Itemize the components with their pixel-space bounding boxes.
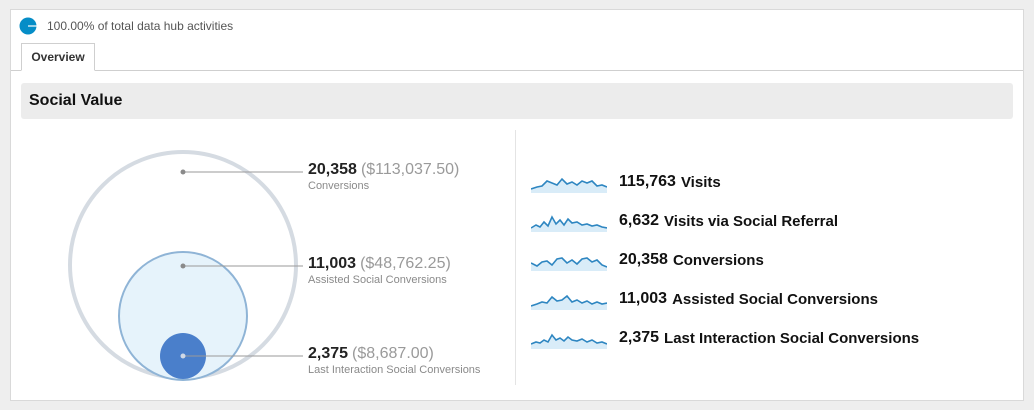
callout-count: 2,375 — [308, 345, 349, 362]
callout-value: ($8,687.00) — [352, 345, 434, 362]
metric-label: Conversions — [672, 251, 764, 269]
callout-value: ($113,037.50) — [360, 161, 460, 178]
callout-conversions: 20,358 ($113,037.50) Conversions — [308, 161, 459, 192]
metric-label: Visits — [680, 173, 721, 191]
metric-assisted-social-conversions[interactable]: 11,003 Assisted Social Conversions — [531, 286, 878, 312]
sparkline-icon — [531, 294, 607, 310]
callout-value: ($48,762.25) — [360, 255, 451, 272]
conversions-bubble-diagram — [68, 150, 303, 381]
metric-label: Assisted Social Conversions — [672, 290, 878, 308]
social-value-card: 100.00% of total data hub activities Ove… — [10, 9, 1024, 401]
callout-label: Conversions — [308, 180, 370, 192]
metric-count: 20,358 — [619, 251, 668, 268]
section-title: Social Value — [21, 83, 1013, 119]
middle-circle-assisted — [118, 251, 248, 381]
sparkline-icon — [531, 215, 607, 232]
metric-count: 11,003 — [619, 290, 668, 307]
callout-count: 20,358 — [308, 161, 357, 178]
metric-label: Last Interaction Social Conversions — [664, 329, 920, 347]
summary-text: 100.00% of total data hub activities — [47, 19, 234, 33]
data-hub-summary: 100.00% of total data hub activities — [19, 16, 233, 36]
callout-assisted-social-conversions: 11,003 ($48,762.25) Assisted Social Conve… — [308, 255, 451, 286]
metric-count: 2,375 — [619, 329, 660, 346]
tab-overview[interactable]: Overview — [21, 43, 95, 71]
callout-dot-last-interaction — [180, 353, 186, 359]
sparkline-icon — [531, 333, 607, 349]
metric-visits-via-social-referral[interactable]: 6,632 Visits via Social Referral — [531, 208, 838, 234]
tab-bar-divider — [11, 70, 1023, 71]
metric-count: 6,632 — [619, 212, 660, 229]
metric-visits[interactable]: 115,763 Visits — [531, 169, 721, 195]
callout-count: 11,003 — [308, 255, 357, 272]
callout-label: Last Interaction Social Conversions — [308, 364, 481, 376]
metric-count: 115,763 — [619, 173, 676, 190]
callout-label: Assisted Social Conversions — [308, 274, 447, 286]
sparkline-icon — [531, 177, 607, 193]
callout-last-interaction-social-conversions: 2,375 ($8,687.00) Last Interaction Social… — [308, 345, 480, 376]
metric-last-interaction-social-conversions[interactable]: 2,375 Last Interaction Social Conversion… — [531, 325, 919, 351]
metric-label: Visits via Social Referral — [664, 212, 839, 230]
callout-dot-assisted — [180, 263, 186, 269]
sparkline-icon — [531, 257, 607, 271]
callout-dot-conversions — [180, 169, 186, 175]
metric-conversions[interactable]: 20,358 Conversions — [531, 247, 764, 273]
pie-chart-icon — [19, 17, 37, 35]
column-divider — [515, 130, 516, 385]
